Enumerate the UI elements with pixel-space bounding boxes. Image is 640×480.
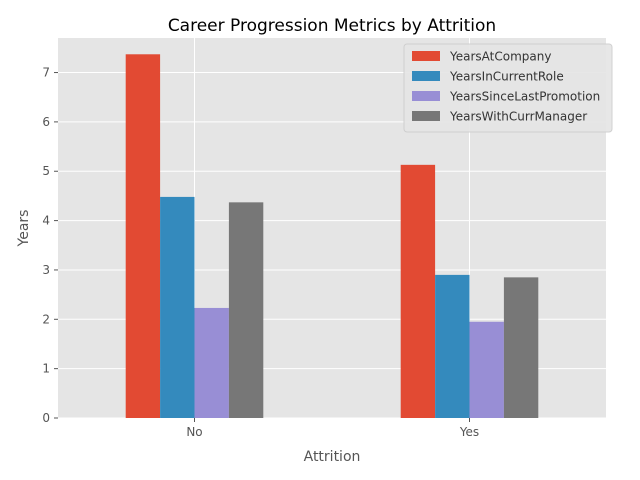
legend-swatch [412, 71, 440, 81]
bar-YearsWithCurrManager-No [228, 202, 264, 418]
x-tick-label: Yes [459, 425, 479, 439]
bar-YearsWithCurrManager-Yes [503, 277, 539, 418]
y-tick-label: 4 [42, 214, 50, 228]
chart-title: Career Progression Metrics by Attrition [168, 16, 496, 36]
y-tick-label: 3 [42, 263, 50, 277]
y-tick-label: 0 [42, 411, 50, 425]
legend-box [403, 43, 613, 133]
legend: YearsAtCompany YearsInCurrentRole YearsSin… [403, 43, 613, 133]
y-axis-ticks: 0 1 2 3 4 5 6 7 [42, 66, 58, 425]
x-axis-label: Attrition [304, 449, 361, 465]
y-tick-label: 1 [42, 362, 50, 376]
legend-swatch [412, 51, 440, 61]
bar-YearsAtCompany-Yes [400, 164, 436, 418]
legend-label: YearsAtCompany [449, 50, 551, 64]
legend-swatch [412, 91, 440, 101]
y-tick-label: 6 [42, 115, 50, 129]
x-tick-label: No [186, 425, 202, 439]
legend-label: YearsInCurrentRole [449, 70, 564, 84]
y-axis-label: Years [16, 210, 32, 248]
bar-YearsAtCompany-No [125, 54, 161, 419]
y-tick-label: 2 [42, 312, 50, 326]
bar-YearsSinceLastPromotion-Yes [469, 321, 504, 418]
bar-YearsInCurrentRole-No [160, 196, 195, 418]
y-tick-label: 7 [42, 66, 50, 80]
legend-label: YearsSinceLastPromotion [449, 90, 600, 104]
legend-label: YearsWithCurrManager [449, 110, 587, 124]
bars [125, 54, 539, 419]
x-axis-ticks: No Yes [186, 418, 479, 439]
bar-YearsInCurrentRole-Yes [435, 274, 470, 418]
bar-YearsSinceLastPromotion-No [194, 307, 229, 418]
y-tick-label: 5 [42, 164, 50, 178]
legend-swatch [412, 111, 440, 121]
